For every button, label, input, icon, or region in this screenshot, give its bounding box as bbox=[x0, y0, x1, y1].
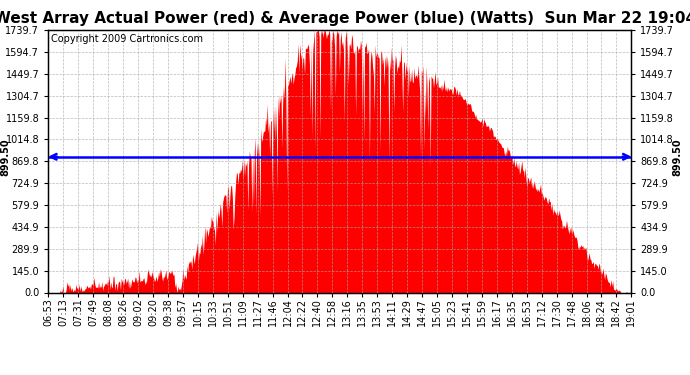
Text: 899.50: 899.50 bbox=[1, 138, 10, 176]
Text: Copyright 2009 Cartronics.com: Copyright 2009 Cartronics.com bbox=[51, 34, 204, 44]
Text: West Array Actual Power (red) & Average Power (blue) (Watts)  Sun Mar 22 19:04: West Array Actual Power (red) & Average … bbox=[0, 11, 690, 26]
Text: 899.50: 899.50 bbox=[672, 138, 682, 176]
